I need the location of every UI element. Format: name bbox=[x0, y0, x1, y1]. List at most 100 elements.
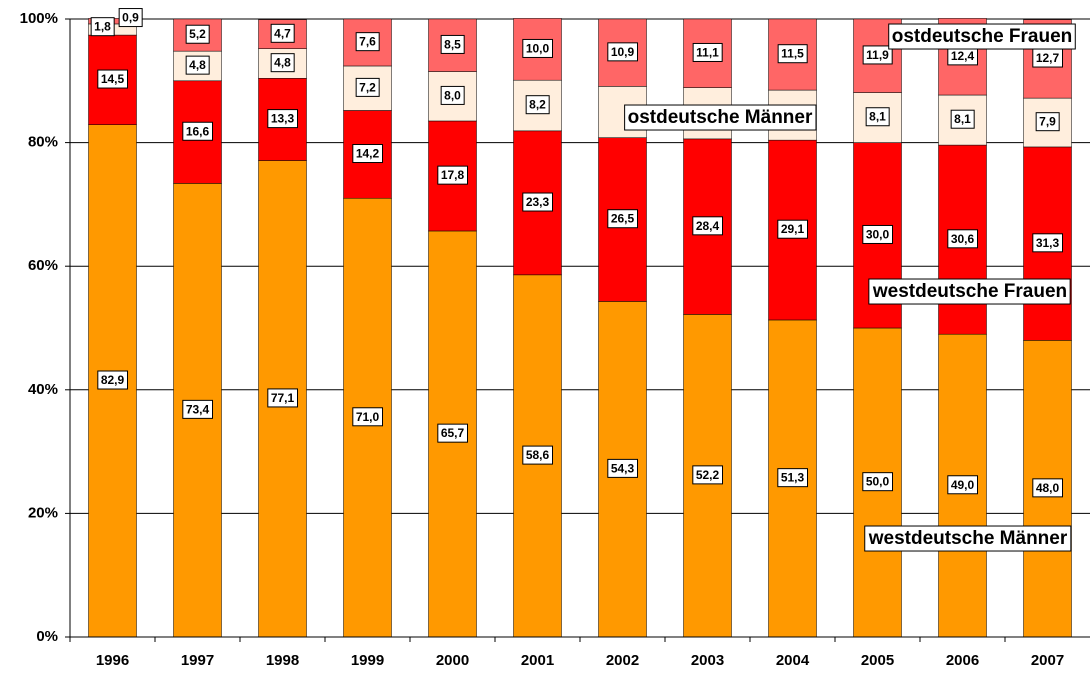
data-label: 28,4 bbox=[696, 219, 720, 233]
x-tick-label: 2005 bbox=[861, 652, 894, 669]
data-label-box bbox=[777, 219, 809, 239]
x-tick-label: 2004 bbox=[776, 652, 810, 669]
data-label: 54,3 bbox=[611, 461, 635, 475]
data-label: 4,8 bbox=[189, 58, 206, 72]
data-label: 16,6 bbox=[186, 124, 210, 138]
x-tick-label: 2000 bbox=[436, 652, 469, 669]
data-label: 73,4 bbox=[186, 402, 210, 416]
data-label-box bbox=[692, 465, 724, 485]
data-label-group: 48,0 bbox=[1032, 478, 1064, 498]
data-label: 8,1 bbox=[954, 112, 971, 126]
data-label-box bbox=[437, 423, 469, 443]
data-label-group: 4,8 bbox=[185, 55, 210, 75]
x-tick-label: 2002 bbox=[606, 652, 639, 669]
data-label-group: 8,0 bbox=[440, 85, 465, 105]
data-label-group: 10,0 bbox=[522, 38, 554, 58]
data-label-group: 12,7 bbox=[1032, 48, 1064, 68]
data-label: 1,8 bbox=[94, 20, 111, 34]
data-label-group: 0,9 bbox=[118, 8, 143, 28]
data-label: 48,0 bbox=[1036, 481, 1060, 495]
legend-label: westdeutsche Männer bbox=[868, 528, 1068, 549]
data-label-box bbox=[267, 388, 299, 408]
data-label-box bbox=[522, 445, 554, 465]
bar-segment bbox=[853, 92, 902, 143]
data-label-box bbox=[862, 472, 894, 492]
data-label: 8,1 bbox=[869, 110, 886, 124]
data-label-group: 11,9 bbox=[862, 45, 893, 65]
data-label-box bbox=[270, 53, 295, 73]
x-tick-label: 2006 bbox=[946, 652, 979, 669]
data-label-box bbox=[522, 38, 554, 58]
data-label-box bbox=[352, 144, 384, 164]
data-label: 52,2 bbox=[696, 468, 720, 482]
legend-label-group: westdeutsche Frauen bbox=[868, 278, 1071, 305]
y-tick-label: 20% bbox=[28, 504, 58, 521]
data-label-group: 7,2 bbox=[355, 77, 380, 97]
x-tick-label: 2007 bbox=[1031, 652, 1064, 669]
data-label: 12,4 bbox=[951, 49, 975, 63]
legend-label-group: ostdeutsche Frauen bbox=[888, 23, 1076, 50]
x-tick-label: 2003 bbox=[691, 652, 724, 669]
data-label-group: 16,6 bbox=[182, 121, 214, 141]
data-label: 51,3 bbox=[781, 471, 805, 485]
data-label-group: 13,3 bbox=[267, 109, 299, 129]
data-label-group: 49,0 bbox=[947, 475, 979, 495]
data-label-group: 82,9 bbox=[97, 370, 129, 390]
data-label-group: 1,8 bbox=[90, 17, 115, 37]
data-label-box bbox=[607, 209, 639, 229]
data-label-group: 52,2 bbox=[692, 465, 724, 485]
data-label-group: 30,0 bbox=[862, 224, 894, 244]
legend-label: ostdeutsche Männer bbox=[628, 107, 813, 128]
data-label: 8,5 bbox=[444, 37, 461, 51]
data-label-box bbox=[607, 42, 639, 62]
y-tick-label: 60% bbox=[28, 257, 58, 274]
y-tick-label: 80% bbox=[28, 134, 58, 151]
legend-label-group: westdeutsche Männer bbox=[864, 525, 1072, 552]
data-label-box bbox=[270, 23, 295, 43]
data-label-group: 23,3 bbox=[522, 192, 554, 212]
data-label-box bbox=[355, 77, 380, 97]
data-label: 11,5 bbox=[781, 47, 804, 61]
y-tick-label: 100% bbox=[20, 10, 58, 27]
data-label: 14,5 bbox=[101, 72, 125, 86]
data-label-box bbox=[607, 458, 639, 478]
data-label: 13,3 bbox=[271, 112, 295, 126]
data-label: 30,0 bbox=[866, 227, 890, 241]
x-tick-label: 2001 bbox=[521, 652, 554, 669]
data-label-group: 11,1 bbox=[692, 42, 723, 62]
y-tick-label: 0% bbox=[36, 628, 58, 645]
data-label-group: 51,3 bbox=[777, 468, 809, 488]
data-label: 29,1 bbox=[781, 222, 805, 236]
data-label: 7,6 bbox=[359, 35, 376, 49]
data-label-box bbox=[440, 34, 465, 54]
data-label-box bbox=[862, 45, 893, 65]
data-label-group: 14,2 bbox=[352, 144, 384, 164]
legend-label: ostdeutsche Frauen bbox=[892, 26, 1073, 47]
data-label: 77,1 bbox=[271, 391, 295, 405]
data-label-group: 26,5 bbox=[607, 209, 639, 229]
data-label: 58,6 bbox=[526, 448, 550, 462]
legend-label-group: ostdeutsche Männer bbox=[624, 104, 817, 131]
data-label-box bbox=[1032, 478, 1064, 498]
data-label-group: 7,9 bbox=[1035, 112, 1060, 132]
data-label-box bbox=[437, 165, 469, 185]
data-label-group: 58,6 bbox=[522, 445, 554, 465]
data-label-box bbox=[352, 407, 384, 427]
data-label: 0,9 bbox=[122, 11, 139, 25]
data-label: 50,0 bbox=[866, 475, 890, 489]
data-label: 31,3 bbox=[1036, 236, 1060, 250]
data-label-box bbox=[777, 44, 808, 64]
data-label-box bbox=[692, 216, 724, 236]
data-label-box bbox=[525, 95, 550, 115]
data-label-box bbox=[440, 85, 465, 105]
data-label-box bbox=[947, 475, 979, 495]
data-label: 82,9 bbox=[101, 373, 125, 387]
data-label: 11,1 bbox=[696, 45, 719, 59]
data-label-group: 28,4 bbox=[692, 216, 724, 236]
data-label-box bbox=[1035, 112, 1060, 132]
data-label: 10,9 bbox=[611, 45, 635, 59]
data-label: 7,9 bbox=[1039, 115, 1056, 129]
data-label: 4,7 bbox=[274, 26, 291, 40]
data-label-group: 31,3 bbox=[1032, 233, 1064, 253]
data-label-group: 14,5 bbox=[97, 69, 129, 89]
